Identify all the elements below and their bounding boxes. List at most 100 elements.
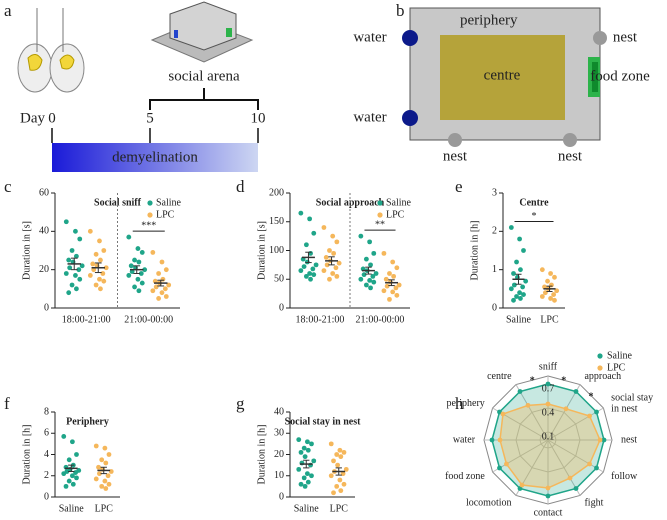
data-point bbox=[304, 439, 310, 445]
data-point bbox=[142, 267, 148, 273]
data-point bbox=[305, 447, 311, 453]
radar-point bbox=[500, 411, 506, 417]
category-label: food zone bbox=[445, 471, 485, 482]
data-point bbox=[63, 483, 69, 489]
arena-centre bbox=[440, 35, 565, 120]
data-point bbox=[387, 271, 392, 276]
radar-point bbox=[497, 437, 503, 443]
data-point bbox=[545, 278, 550, 284]
significance-label: * bbox=[561, 376, 566, 387]
category-label: locomotion bbox=[466, 497, 512, 508]
data-point bbox=[93, 476, 99, 482]
nest-spot bbox=[593, 31, 607, 45]
radial-tick-label: 0.4 bbox=[542, 407, 555, 418]
data-point bbox=[304, 471, 310, 477]
legend-marker bbox=[377, 200, 383, 206]
y-tick-label: 40 bbox=[274, 406, 284, 417]
radar-point bbox=[573, 486, 579, 491]
legend-label: LPC bbox=[386, 209, 405, 220]
legend-label: Saline bbox=[607, 350, 633, 361]
category-label: follow bbox=[611, 471, 638, 482]
x-tick-label: LPC bbox=[95, 503, 114, 514]
data-point bbox=[368, 262, 373, 268]
data-point bbox=[66, 290, 72, 296]
data-point bbox=[128, 263, 134, 269]
data-point bbox=[518, 296, 523, 301]
radar-point bbox=[594, 409, 599, 415]
bar-label: demyelination bbox=[112, 149, 198, 165]
data-point bbox=[73, 253, 79, 259]
data-point bbox=[301, 445, 307, 451]
x-tick-label: 18:00-21:00 bbox=[296, 314, 345, 325]
y-tick-label: 0 bbox=[279, 491, 284, 502]
legend-label: LPC bbox=[156, 209, 175, 220]
data-point bbox=[302, 454, 308, 460]
data-point bbox=[327, 276, 332, 282]
data-point bbox=[87, 228, 93, 234]
arena-label: centre bbox=[484, 67, 521, 83]
radar-point bbox=[517, 486, 523, 491]
chart-title: Periphery bbox=[66, 416, 109, 427]
data-point bbox=[520, 284, 526, 290]
data-point bbox=[343, 466, 349, 472]
timeline-tick-label: 0 bbox=[48, 110, 56, 126]
data-point bbox=[93, 443, 99, 449]
radar-point bbox=[587, 413, 592, 419]
data-point bbox=[368, 285, 373, 291]
y-tick-label: 0 bbox=[279, 302, 284, 313]
data-point bbox=[73, 273, 78, 278]
data-point bbox=[321, 268, 327, 274]
radar-point bbox=[587, 461, 592, 467]
data-point bbox=[132, 257, 137, 263]
demyelination-bar bbox=[52, 143, 258, 172]
significance-label: *** bbox=[141, 220, 156, 231]
data-point bbox=[331, 458, 336, 464]
data-point bbox=[331, 490, 336, 496]
data-point bbox=[98, 286, 103, 292]
y-axis-label: Duration in [h] bbox=[21, 425, 32, 485]
data-point bbox=[321, 225, 327, 230]
data-point bbox=[66, 457, 72, 463]
radar-point bbox=[517, 389, 523, 394]
data-point bbox=[296, 437, 302, 443]
panel-letter: d bbox=[236, 177, 245, 196]
y-tick-label: 150 bbox=[269, 216, 284, 227]
data-point bbox=[61, 471, 67, 477]
data-point bbox=[301, 264, 307, 269]
radar-spoke bbox=[547, 384, 581, 441]
data-point bbox=[162, 286, 168, 292]
data-point bbox=[309, 441, 314, 447]
legend-label: LPC bbox=[607, 362, 626, 373]
data-point bbox=[341, 481, 347, 487]
data-point bbox=[508, 225, 514, 230]
data-point bbox=[99, 457, 105, 463]
data-point bbox=[521, 292, 526, 297]
data-point bbox=[63, 219, 69, 225]
data-point bbox=[384, 283, 390, 289]
panel-letter: a bbox=[4, 1, 12, 20]
data-point bbox=[97, 238, 102, 244]
data-point bbox=[391, 273, 397, 279]
data-point bbox=[517, 290, 522, 296]
significance-label: * bbox=[532, 211, 537, 222]
data-point bbox=[106, 452, 112, 457]
data-point bbox=[136, 259, 142, 265]
radar-point bbox=[545, 493, 551, 499]
data-point bbox=[335, 462, 341, 468]
y-tick-label: 3 bbox=[492, 187, 497, 198]
radar-point bbox=[594, 465, 599, 471]
food-zone bbox=[592, 62, 598, 92]
data-point bbox=[511, 271, 516, 276]
data-point bbox=[150, 288, 156, 294]
y-tick-label: 60 bbox=[39, 187, 49, 198]
y-tick-label: 30 bbox=[274, 428, 284, 439]
radar-point bbox=[504, 461, 509, 467]
data-point bbox=[363, 282, 369, 288]
y-tick-label: 50 bbox=[274, 274, 284, 285]
arena-label: food zone bbox=[590, 68, 650, 84]
arena-label: nest bbox=[558, 148, 583, 164]
data-point bbox=[310, 266, 316, 272]
data-point bbox=[371, 279, 377, 285]
radar-point bbox=[597, 437, 603, 443]
data-point bbox=[87, 273, 93, 278]
